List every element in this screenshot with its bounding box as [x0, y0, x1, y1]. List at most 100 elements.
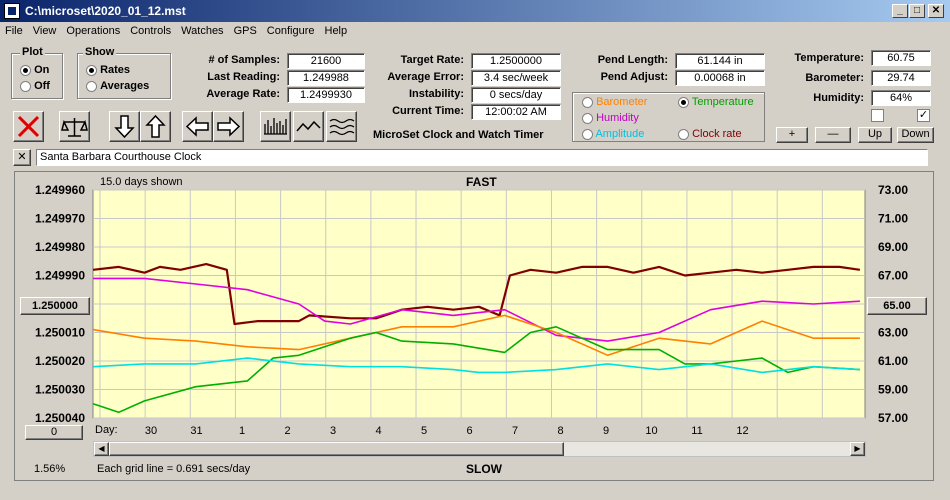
average-rate-field: 1.2499930 — [287, 87, 365, 103]
plot-on-radio[interactable] — [20, 64, 31, 76]
y-right-tick-label: 57.00 — [878, 411, 908, 425]
overlay-barometer-option[interactable]: Barometer — [582, 96, 647, 108]
y-left-tick-label: 1.249970 — [35, 212, 85, 226]
plot-group-title: Plot — [20, 46, 45, 58]
y-left-axis: 1.249960 1.249970 1.249980 1.249990 1.250010… — [35, 183, 85, 425]
zero-button[interactable]: 0 — [25, 425, 83, 440]
grid-note-label: Each grid line = 0.691 secs/day — [97, 463, 251, 475]
overlay-amplitude-option[interactable]: Amplitude — [582, 128, 644, 140]
overlay-clockrate-option[interactable]: Clock rate — [678, 128, 742, 140]
series-lines — [92, 263, 861, 414]
average-error-field: 3.4 sec/week — [471, 70, 561, 86]
app-icon — [4, 3, 20, 19]
overlay-temperature-option[interactable]: Temperature — [678, 96, 754, 108]
menu-operations[interactable]: Operations — [66, 25, 121, 37]
line-view-button[interactable] — [293, 111, 324, 142]
last-reading-field: 1.249988 — [287, 70, 365, 86]
y-right-tick-label: 67.00 — [878, 269, 908, 283]
instability-field: 0 secs/day — [471, 87, 561, 103]
series-humidity-line — [93, 277, 860, 342]
menu-watches[interactable]: Watches — [181, 25, 224, 37]
current-time-field: 12:00:02 AM — [471, 104, 561, 120]
pend-length-field[interactable]: 61.144 in — [675, 53, 765, 69]
scroll-thumb[interactable] — [109, 442, 564, 456]
target-rate-field[interactable]: 1.2500000 — [471, 53, 561, 69]
wave-view-button[interactable] — [326, 111, 357, 142]
plot-on-option[interactable]: On — [20, 64, 49, 76]
arrow-down-icon — [114, 115, 135, 139]
y-right-tick-label: 63.00 — [878, 326, 908, 340]
overlay-humidity-option[interactable]: Humidity — [582, 112, 639, 124]
chart-frame — [14, 171, 934, 481]
left-arrow-button[interactable] — [182, 111, 213, 142]
instability-label: Instability: — [408, 88, 464, 100]
menu-controls[interactable]: Controls — [130, 25, 172, 37]
scale-plus-button[interactable]: + — [776, 127, 808, 143]
menu-view[interactable]: View — [32, 25, 57, 37]
menu-gps[interactable]: GPS — [233, 25, 257, 37]
plot-off-option[interactable]: Off — [20, 80, 50, 92]
right-center-button[interactable]: 65.00 — [867, 297, 927, 315]
line-graph-icon — [296, 120, 321, 132]
overlay-amplitude-radio[interactable] — [582, 128, 593, 140]
scale-minus-button[interactable]: — — [815, 127, 851, 143]
show-averages-radio[interactable] — [86, 80, 97, 92]
histogram-view-button[interactable] — [260, 111, 291, 142]
show-group — [77, 53, 171, 99]
close-watch-button[interactable]: ✕ — [13, 149, 31, 166]
arrow-right-icon — [217, 116, 241, 137]
menu-help[interactable]: Help — [324, 25, 348, 37]
y-right-tick-label: 59.00 — [878, 383, 908, 397]
chart-scrollbar[interactable]: ◀ ▶ — [93, 441, 866, 457]
menu-file[interactable]: File — [5, 25, 23, 37]
samples-field: 21600 — [287, 53, 365, 69]
x-tick-label: 5 — [421, 425, 427, 437]
show-rates-radio[interactable] — [86, 64, 97, 76]
maximize-button[interactable]: □ — [909, 4, 925, 18]
show-averages-option[interactable]: Averages — [86, 80, 149, 92]
scroll-left-arrow[interactable]: ◀ — [94, 442, 109, 456]
checkbox-1[interactable] — [871, 109, 884, 122]
left-center-button[interactable]: 1.250000 — [20, 297, 90, 315]
current-time-label: Current Time: — [392, 105, 464, 117]
checkbox-2[interactable]: ✓ — [917, 109, 930, 122]
humidity-field: 64% — [871, 90, 931, 106]
y-left-tick-label: 1.249960 — [35, 183, 85, 197]
series-amplitude-line — [92, 357, 860, 374]
watch-name-field[interactable]: Santa Barbara Courthouse Clock — [36, 149, 928, 166]
humidity-label: Humidity: — [813, 92, 864, 104]
minimize-button[interactable]: _ — [892, 4, 908, 18]
pend-adjust-label: Pend Adjust: — [600, 71, 668, 83]
plot-off-radio[interactable] — [20, 80, 31, 92]
close-window-button[interactable]: ✕ — [928, 4, 944, 18]
y-left-tick-label: 1.250040 — [35, 411, 85, 425]
overlay-clockrate-radio[interactable] — [678, 128, 689, 140]
x-axis: 30 31 1 2 3 4 5 6 7 8 9 10 11 12 — [145, 425, 749, 437]
up-arrow-button[interactable] — [140, 111, 171, 142]
scroll-down-button[interactable]: Down — [897, 127, 934, 143]
x-tick-label: 10 — [645, 425, 657, 437]
menu-configure[interactable]: Configure — [266, 25, 315, 37]
down-arrow-button[interactable] — [109, 111, 140, 142]
stop-button[interactable] — [13, 111, 44, 142]
overlay-barometer-radio[interactable] — [582, 96, 593, 108]
overlay-temperature-radio[interactable] — [678, 96, 689, 108]
app-title-label: MicroSet Clock and Watch Timer — [373, 129, 544, 141]
overlay-humidity-radio[interactable] — [582, 112, 593, 124]
stop-x-icon — [17, 115, 40, 138]
y-right-tick-label: 71.00 — [878, 212, 908, 226]
balance-button[interactable] — [59, 111, 90, 142]
balance-scale-icon — [61, 118, 88, 137]
scroll-up-button[interactable]: Up — [858, 127, 892, 143]
pend-adjust-field[interactable]: 0.00068 in — [675, 70, 765, 86]
show-rates-option[interactable]: Rates — [86, 64, 130, 76]
barometer-label: Barometer: — [805, 72, 864, 84]
y-right-axis: 73.00 71.00 69.00 67.00 63.00 61.00 59.00 57.00 — [878, 183, 908, 425]
arrow-up-icon — [145, 114, 166, 138]
histogram-icon — [264, 118, 287, 135]
scroll-right-arrow[interactable]: ▶ — [850, 442, 865, 456]
right-arrow-button[interactable] — [213, 111, 244, 142]
overlay-select-box — [572, 92, 765, 142]
x-tick-label: 2 — [284, 425, 290, 437]
